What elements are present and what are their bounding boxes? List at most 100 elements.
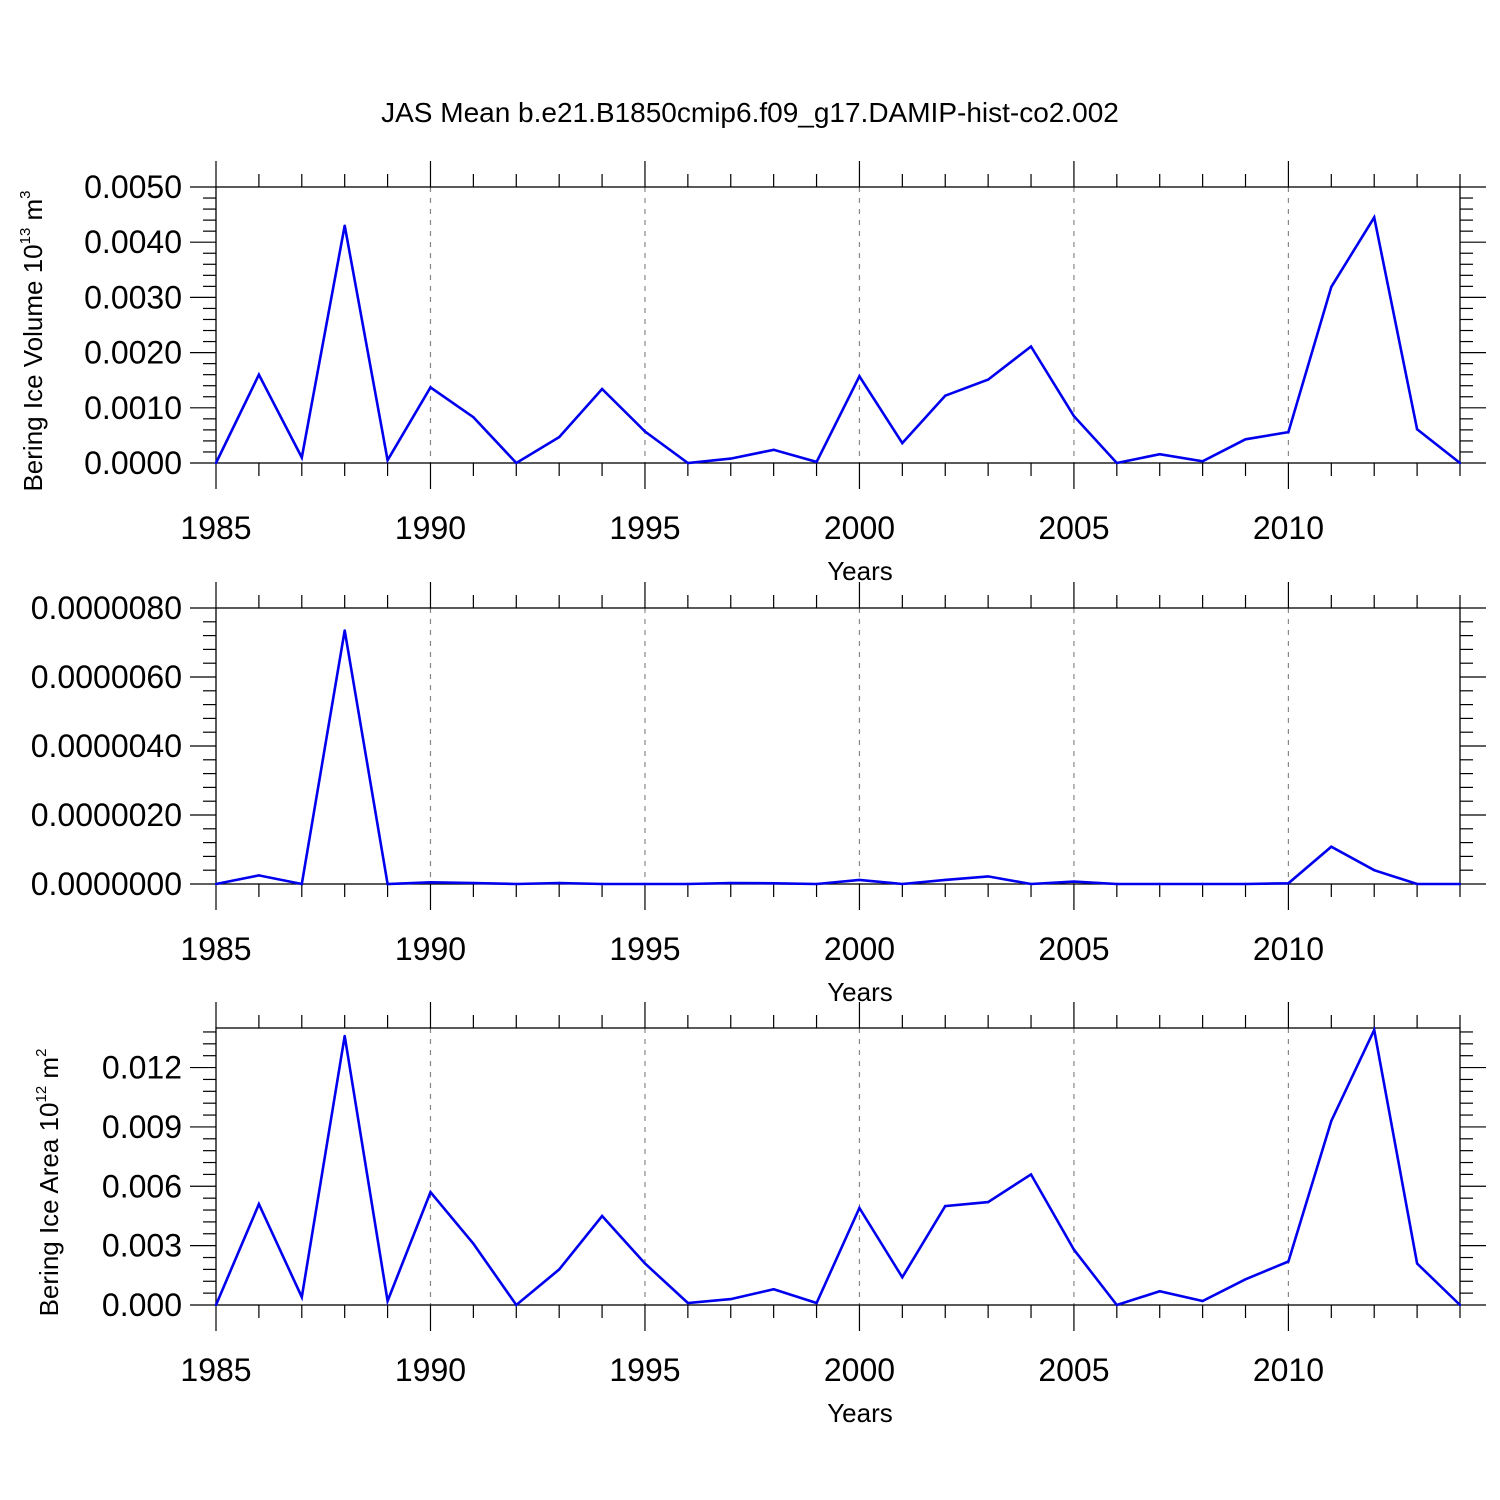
data-point — [386, 459, 389, 462]
data-point — [858, 878, 861, 882]
data-point — [1458, 461, 1462, 465]
data-point — [1330, 845, 1333, 848]
data-point — [1330, 1119, 1333, 1123]
data-point — [343, 224, 346, 227]
data-point — [1373, 216, 1376, 219]
plot-frame — [215, 186, 1461, 464]
data-point — [429, 1191, 432, 1194]
chart-panel-3: 1985 1990 1995 2000 2005 2010 Years 0.000 0.003 0… — [33, 1002, 1486, 1428]
data-point — [515, 461, 518, 465]
x-tick-label: 1990 — [395, 931, 466, 967]
data-point — [1201, 1299, 1204, 1303]
data-point — [815, 460, 818, 464]
x-tick-label: 1990 — [395, 1352, 466, 1388]
x-tick-label: 2010 — [1253, 931, 1324, 967]
y-axis-label: Bering Ice Volume 1013 m3 — [17, 190, 48, 491]
data-point — [257, 373, 261, 376]
y-tick-label: 0.0020 — [84, 335, 182, 371]
x-tick-label: 2005 — [1038, 510, 1109, 546]
data-point — [1029, 345, 1033, 348]
data-point — [300, 1295, 303, 1299]
data-point — [1458, 1303, 1462, 1307]
data-point — [1201, 882, 1204, 886]
data-point — [858, 1206, 861, 1210]
data-point — [257, 1202, 261, 1206]
data-point — [1458, 882, 1462, 886]
plot-frame — [215, 607, 1461, 885]
data-point — [1415, 882, 1419, 886]
data-point — [1115, 461, 1119, 465]
data-point — [1158, 882, 1161, 886]
data-point — [1115, 882, 1119, 886]
data-point — [643, 430, 647, 433]
data-point — [729, 457, 732, 460]
y-tick-label: 0.0000 — [84, 445, 182, 481]
x-tick-label: 2000 — [824, 931, 895, 967]
x-axis-label: Years — [827, 556, 893, 586]
y-tick-label: 0.006 — [102, 1168, 182, 1204]
y-tick-label: 0.0030 — [84, 279, 182, 315]
data-point — [429, 386, 432, 389]
data-point — [343, 629, 346, 632]
data-point — [986, 378, 990, 381]
y-tick-label: 0.012 — [102, 1050, 182, 1086]
data-point — [1201, 460, 1204, 463]
data-point — [1072, 880, 1076, 883]
x-tick-label: 1985 — [180, 510, 251, 546]
plot-frame — [215, 1027, 1461, 1306]
data-point — [1415, 428, 1419, 431]
data-point — [1029, 1173, 1033, 1176]
panels: 1985 1990 1995 2000 2005 2010 Years 0.0000 0.001… — [17, 161, 1486, 1428]
x-tick-label: 1985 — [180, 1352, 251, 1388]
data-point — [643, 882, 647, 886]
data-point — [1072, 414, 1076, 418]
x-tick-label: 2000 — [824, 1352, 895, 1388]
data-point — [600, 882, 604, 886]
data-point — [1287, 430, 1290, 434]
data-point — [557, 435, 561, 439]
series-line — [215, 630, 1460, 886]
data-point — [986, 875, 990, 878]
data-point — [214, 882, 218, 886]
data-point — [729, 881, 732, 885]
data-point — [686, 882, 690, 886]
y-tick-label: 0.000 — [102, 1287, 182, 1323]
data-point — [386, 882, 389, 886]
data-point — [1158, 1289, 1161, 1293]
chart-title: JAS Mean b.e21.B1850cmip6.f09_g17.DAMIP-… — [381, 97, 1119, 128]
data-point — [386, 1299, 389, 1303]
x-tick-label: 1990 — [395, 510, 466, 546]
data-point — [1330, 285, 1333, 289]
series-line — [214, 1025, 1461, 1307]
data-point — [1287, 1260, 1290, 1263]
data-point — [515, 1303, 518, 1307]
data-point — [772, 1287, 775, 1291]
data-point — [472, 415, 475, 419]
data-point — [729, 1297, 732, 1301]
x-tick-label: 2005 — [1038, 1352, 1109, 1388]
data-point — [901, 1276, 904, 1279]
y-tick-label: 0.0000040 — [31, 728, 182, 764]
data-point — [944, 394, 947, 397]
data-point — [1373, 869, 1376, 872]
data-point — [772, 448, 775, 451]
data-point — [1029, 882, 1033, 886]
data-point — [300, 456, 303, 459]
data-point — [643, 1262, 647, 1265]
data-point — [515, 882, 518, 886]
data-point — [1244, 882, 1247, 886]
data-point — [557, 881, 561, 885]
data-point — [1244, 1278, 1247, 1281]
data-point — [214, 1303, 218, 1307]
data-point — [343, 1034, 346, 1038]
data-point — [1115, 1303, 1119, 1307]
y-tick-label: 0.0000000 — [31, 866, 182, 902]
data-point — [214, 461, 218, 465]
data-point — [1244, 438, 1247, 441]
data-point — [772, 882, 775, 885]
data-point — [557, 1268, 561, 1271]
data-point — [1415, 1262, 1419, 1265]
x-tick-label: 2000 — [824, 510, 895, 546]
data-point — [1373, 1028, 1376, 1032]
